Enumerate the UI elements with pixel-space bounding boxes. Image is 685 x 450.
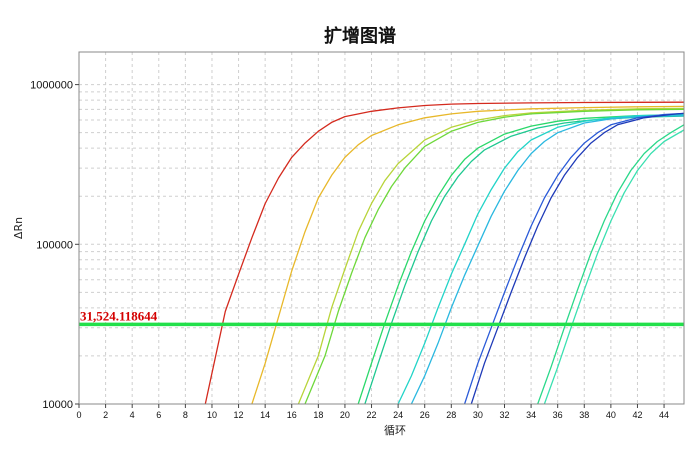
x-tick-label: 44	[659, 410, 669, 420]
series-layer	[204, 101, 684, 404]
threshold-label: 31,524.118644	[80, 308, 158, 323]
x-tick-label: 42	[632, 410, 642, 420]
x-tick-label: 4	[130, 410, 135, 420]
series-line-3	[297, 107, 684, 404]
x-tick-label: 18	[313, 410, 323, 420]
series-line-9	[463, 112, 684, 404]
series-line-1	[204, 101, 684, 404]
grid-lines	[79, 52, 684, 404]
x-tick-label: 28	[446, 410, 456, 420]
x-tick-label: 2	[103, 410, 108, 420]
plot-frame	[78, 51, 685, 405]
x-tick-label: 34	[526, 410, 536, 420]
series-line-12	[543, 129, 684, 404]
series-line-10	[470, 112, 684, 404]
x-tick-label: 0	[76, 410, 81, 420]
series-line-11	[537, 124, 684, 404]
x-tick-label: 14	[260, 410, 270, 420]
x-tick-label: 32	[499, 410, 509, 420]
x-tick-label: 30	[473, 410, 483, 420]
x-tick-label: 40	[606, 410, 616, 420]
series-line-6	[364, 115, 684, 404]
x-tick-label: 8	[183, 410, 188, 420]
x-tick-label: 16	[287, 410, 297, 420]
y-tick-label: 100000	[36, 239, 73, 251]
x-tick-label: 6	[156, 410, 161, 420]
chart-title: 扩增图谱	[324, 25, 396, 47]
y-axis-label: ΔRn	[12, 217, 25, 239]
x-tick-label: 26	[420, 410, 430, 420]
x-tick-label: 20	[340, 410, 350, 420]
x-tick-label: 36	[553, 410, 563, 420]
x-tick-label: 38	[579, 410, 589, 420]
threshold-layer: 31,524.118644	[79, 308, 684, 327]
y-tick-label: 10000	[42, 399, 73, 411]
x-tick-label: 12	[234, 410, 244, 420]
axes: 0 2 4 6 8 10 12 14 16 18 20 22 24 26 28 30 32 34 36 38 40 42 4…	[30, 80, 669, 420]
series-line-5	[357, 113, 684, 404]
y-tick-label: 1000000	[30, 80, 73, 92]
series-line-2	[251, 105, 684, 404]
x-axis-label: 循环	[384, 424, 406, 437]
x-tick-label: 10	[207, 410, 217, 420]
x-tick-label: 22	[367, 410, 377, 420]
series-line-4	[304, 108, 684, 404]
x-tick-label: 24	[393, 410, 403, 420]
